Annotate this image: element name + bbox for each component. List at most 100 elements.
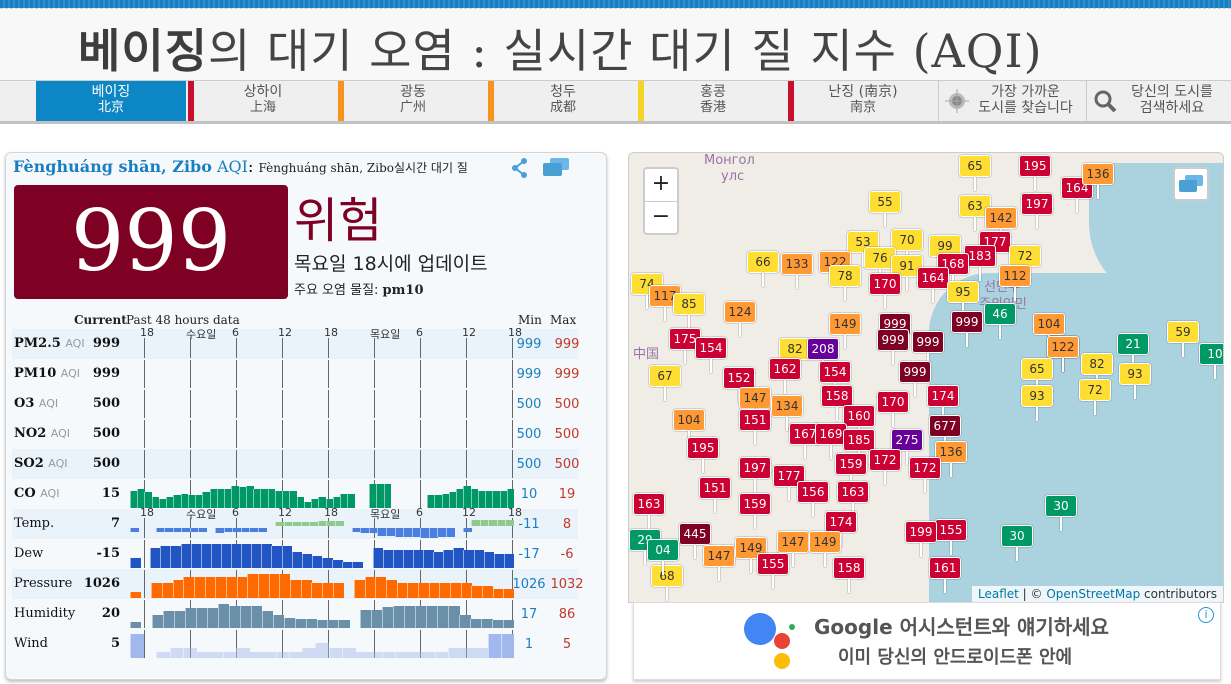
aqi-marker[interactable]: 04: [647, 539, 679, 575]
aqi-marker[interactable]: 147: [777, 531, 809, 567]
row-chart[interactable]: [130, 570, 515, 598]
aqi-marker[interactable]: 159: [835, 453, 867, 489]
aqi-marker[interactable]: 72: [1009, 245, 1041, 281]
map-layers-button[interactable]: [1173, 167, 1209, 201]
aqi-marker[interactable]: 152: [723, 367, 755, 403]
aqi-marker[interactable]: 999: [899, 361, 931, 397]
aqi-marker[interactable]: 70: [891, 229, 923, 265]
search-city-button[interactable]: 당신의 도시를 검색하세요: [1086, 81, 1231, 121]
aqi-marker[interactable]: 208: [807, 338, 839, 374]
aqi-marker[interactable]: 174: [927, 385, 959, 421]
row-chart[interactable]: [130, 360, 514, 388]
nav-city-3[interactable]: 청두 成都: [488, 81, 638, 121]
aqi-marker[interactable]: 197: [739, 457, 771, 493]
aqi-marker[interactable]: 85: [673, 293, 705, 329]
aqi-marker[interactable]: 67: [649, 365, 681, 401]
aqi-marker[interactable]: 167: [789, 423, 821, 459]
table-row[interactable]: PM10 AQI 999 999 999: [12, 359, 579, 389]
row-chart[interactable]: [130, 480, 515, 508]
aqi-marker[interactable]: 170: [877, 391, 909, 427]
zoom-out-button[interactable]: −: [645, 201, 677, 234]
aqi-marker[interactable]: 151: [699, 477, 731, 513]
aqi-marker[interactable]: 169: [815, 423, 847, 459]
leaflet-link[interactable]: Leaflet: [978, 587, 1019, 601]
nav-city-1[interactable]: 상하이 上海: [188, 81, 338, 121]
aqi-marker[interactable]: 10: [1199, 343, 1223, 379]
station-city[interactable]: Fènghuáng shān, Zibo: [13, 157, 212, 176]
aqi-marker[interactable]: 59: [1167, 321, 1199, 357]
table-row[interactable]: SO2 AQI 500 500 500: [12, 449, 579, 479]
aqi-marker[interactable]: 154: [695, 337, 727, 373]
row-chart[interactable]: [130, 600, 515, 628]
aqi-marker[interactable]: 155: [935, 519, 967, 555]
aqi-marker[interactable]: 163: [837, 481, 869, 517]
aqi-marker[interactable]: 68: [651, 565, 683, 601]
table-row[interactable]: Humidity 20 17 86: [12, 599, 578, 629]
aqi-marker[interactable]: 160: [843, 405, 875, 441]
aqi-marker[interactable]: 172: [909, 457, 941, 493]
table-row[interactable]: Dew -15 -17 -6: [12, 539, 578, 569]
table-row[interactable]: Pressure 1026 1026 1032: [12, 569, 584, 599]
layers-icon[interactable]: [542, 157, 570, 177]
aqi-marker[interactable]: 154: [819, 361, 851, 397]
aqi-marker[interactable]: 158: [821, 385, 853, 421]
aqi-marker[interactable]: 149: [829, 313, 861, 349]
aqi-marker[interactable]: 156: [797, 481, 829, 517]
aqi-marker[interactable]: 65: [959, 155, 991, 191]
aqi-marker[interactable]: 999: [912, 331, 944, 367]
share-icon[interactable]: [510, 157, 528, 179]
table-row[interactable]: PM2.5 AQI 999 18 수요일 6 12 18 목요일 6 12 18 999 999: [12, 326, 579, 359]
aqi-marker[interactable]: 55: [869, 191, 901, 227]
aqi-marker[interactable]: 30: [1001, 525, 1033, 561]
aqi-marker[interactable]: 82: [1081, 353, 1113, 389]
aqi-marker[interactable]: 104: [673, 409, 705, 445]
aqi-marker[interactable]: 172: [869, 449, 901, 485]
row-chart[interactable]: 18 수요일 6 12 18 목요일 6 12 18: [130, 326, 522, 358]
aqi-marker[interactable]: 93: [1119, 363, 1151, 399]
aqi-marker[interactable]: 63: [959, 195, 991, 231]
aqi-map[interactable]: Монголулс中国선민주주의인민 651951641365563197142…: [628, 152, 1224, 603]
table-row[interactable]: O3 AQI 500 500 500: [12, 389, 579, 419]
aqi-marker[interactable]: 677: [929, 415, 961, 451]
aqi-marker[interactable]: 197: [1021, 193, 1053, 229]
zoom-in-button[interactable]: +: [651, 171, 671, 196]
table-row[interactable]: Wind 5 1 5: [12, 629, 578, 659]
aqi-marker[interactable]: 133: [781, 253, 813, 289]
aqi-marker[interactable]: 46: [984, 303, 1016, 339]
row-chart[interactable]: [130, 450, 514, 478]
aqi-marker[interactable]: 93: [1021, 385, 1053, 421]
ad-banner[interactable]: Google 어시스턴트와 얘기하세요 이미 당신의 안드로이드폰 안에 i: [633, 602, 1221, 680]
table-row[interactable]: NO2 AQI 500 500 500: [12, 419, 579, 449]
aqi-marker[interactable]: 21: [1117, 333, 1149, 369]
aqi-marker[interactable]: 134: [771, 395, 803, 431]
row-chart[interactable]: 18 수요일 6 12 18 목요일 6 12 18: [130, 506, 522, 538]
aqi-marker[interactable]: 66: [747, 251, 779, 287]
row-chart[interactable]: [130, 540, 515, 568]
aqi-marker[interactable]: 72: [1079, 379, 1111, 415]
osm-link[interactable]: OpenStreetMap: [1046, 587, 1141, 601]
row-chart[interactable]: [130, 420, 514, 448]
aqi-marker[interactable]: 147: [703, 545, 735, 581]
aqi-marker[interactable]: 183: [964, 245, 996, 281]
aqi-marker[interactable]: 199: [905, 521, 937, 557]
nearest-city-button[interactable]: 가장 가까운 도시를 찾습니다: [938, 81, 1086, 121]
aqi-marker[interactable]: 112: [999, 265, 1031, 301]
aqi-marker[interactable]: 159: [739, 493, 771, 529]
aqi-marker[interactable]: 185: [843, 429, 875, 465]
table-row[interactable]: CO AQI 15 10 19: [12, 479, 578, 509]
aqi-marker[interactable]: 195: [1019, 155, 1051, 191]
aqi-marker[interactable]: 149: [809, 531, 841, 567]
nav-city-0[interactable]: 베이징 北京: [36, 81, 186, 121]
aqi-marker[interactable]: 163: [633, 493, 665, 529]
aqi-marker[interactable]: 275: [891, 429, 923, 465]
aqi-marker[interactable]: 161: [929, 557, 961, 593]
aqi-marker[interactable]: 151: [739, 409, 771, 445]
aqi-marker[interactable]: 195: [687, 437, 719, 473]
aqi-marker[interactable]: 91: [891, 255, 923, 291]
aqi-marker[interactable]: 136: [935, 441, 967, 477]
aqi-marker[interactable]: 164: [917, 267, 949, 303]
aqi-marker[interactable]: 147: [739, 387, 771, 423]
aqi-marker[interactable]: 65: [1021, 358, 1053, 394]
aqi-marker[interactable]: 999: [877, 329, 909, 365]
nav-city-2[interactable]: 광동 广州: [338, 81, 488, 121]
